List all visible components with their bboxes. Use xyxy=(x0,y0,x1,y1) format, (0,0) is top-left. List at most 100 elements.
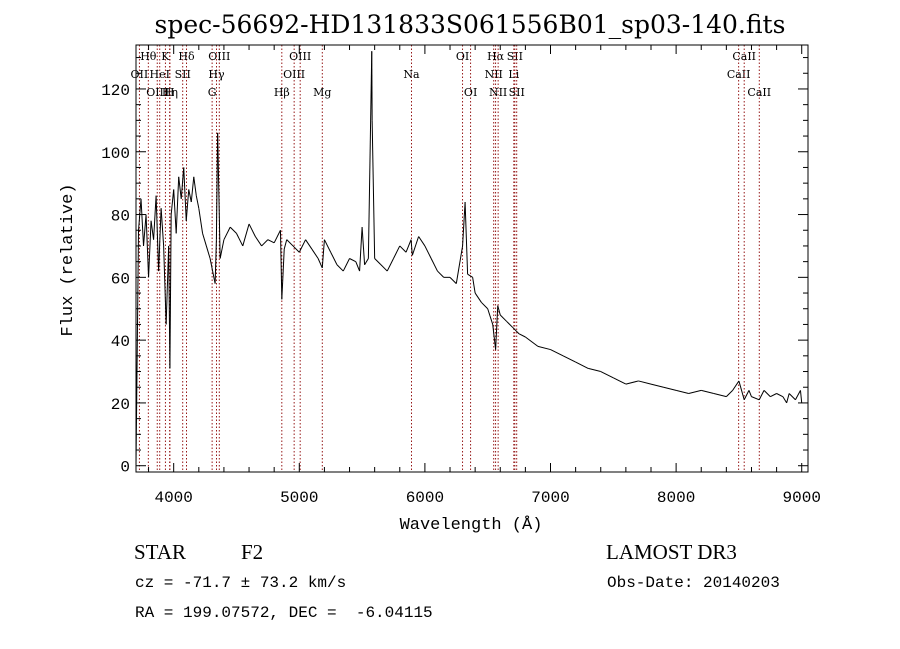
spectrum-segment xyxy=(758,390,765,401)
spectrum-segment xyxy=(474,292,482,303)
spectral-line-label: H xyxy=(165,86,175,99)
spectrum-segment xyxy=(140,198,145,246)
spectrum-segment xyxy=(393,245,401,259)
spectrum-segment xyxy=(254,236,263,247)
x-tick-label: 5000 xyxy=(280,489,318,507)
spectrum-segment xyxy=(763,390,771,398)
spectrum-segment xyxy=(688,389,702,394)
spectrum-segment xyxy=(175,176,180,234)
spectral-line-label: HeI xyxy=(150,68,170,81)
spectrum-segment xyxy=(311,248,319,259)
spectral-line-label: OIII xyxy=(208,50,230,63)
spectral-line-label: NII xyxy=(489,86,507,99)
spectrum-segment xyxy=(286,239,294,247)
spectrum-segment xyxy=(178,176,182,199)
spectrum-segment xyxy=(472,277,476,294)
spectral-lines: OIIHθOIIIHeIKHηHSIIHδGOIIIHγHβOIIIOIIIMg… xyxy=(131,45,771,472)
spectrum-segment xyxy=(449,276,457,284)
spectral-line-label: OIII xyxy=(289,50,311,63)
y-axis-label: Flux (relative) xyxy=(59,183,78,336)
spectrum-segment xyxy=(437,270,445,278)
spectrum-segment xyxy=(267,239,275,244)
spectrum-segment xyxy=(223,226,231,240)
spectrum-segment xyxy=(292,245,300,253)
y-tick-label: 60 xyxy=(111,270,130,288)
spectrum-segment xyxy=(499,314,507,322)
spectrum-segment xyxy=(424,245,432,259)
spectrum-segment xyxy=(464,201,469,275)
spectrum-segment xyxy=(183,167,187,221)
spectrum-segment xyxy=(371,120,376,259)
object-subclass: F2 xyxy=(241,540,264,564)
spectral-line-label: Hθ xyxy=(140,50,157,63)
chart-title: spec-56692-HD131833S061556B01_sp03-140.f… xyxy=(155,10,786,39)
spectrum-segment xyxy=(738,380,745,400)
spectrum-segment xyxy=(786,393,790,404)
spectral-line-label: G xyxy=(208,86,217,99)
spectrum-segment xyxy=(217,132,221,259)
spectrum-segment xyxy=(782,396,788,404)
spectrum-segment xyxy=(467,273,473,278)
spectrum-segment xyxy=(361,227,366,265)
spectrum-segment xyxy=(537,345,551,351)
spectrum-segment xyxy=(248,223,256,237)
y-tick-label: 100 xyxy=(101,145,130,163)
spectrum-segment xyxy=(481,302,489,310)
spectrum-segment xyxy=(732,380,740,391)
observation-date: Obs-Date: 20140203 xyxy=(607,574,780,592)
x-axis-label: Wavelength (Å) xyxy=(400,516,543,535)
x-tick-label: 8000 xyxy=(657,489,695,507)
spectrum-segment xyxy=(150,220,155,240)
spectrum-segment xyxy=(550,349,564,357)
spectrum-segment xyxy=(386,258,394,272)
spectral-line-label: OIII xyxy=(146,86,168,99)
spectrum-segment xyxy=(562,355,576,363)
redshift-text: cz = -71.7 ± 73.2 km/s xyxy=(135,574,347,592)
spectral-line-label: SII xyxy=(509,86,525,99)
spectrum-segment xyxy=(411,236,420,256)
spectrum-segment xyxy=(495,305,499,350)
spectral-line-label: Hγ xyxy=(208,68,225,81)
spectrum-segment xyxy=(193,176,197,196)
y-axis: 0 20 40 60 80 100 120 xyxy=(101,57,808,477)
spectrum-segment xyxy=(380,264,388,272)
spectrum-segment xyxy=(160,208,165,246)
x-tick-label: 9000 xyxy=(783,489,821,507)
spectrum-segment xyxy=(281,249,285,300)
spectrum-segment xyxy=(374,258,382,266)
spectrum-segment xyxy=(342,258,350,272)
x-axis: 4000 5000 6000 7000 8000 9000 xyxy=(148,45,821,507)
spectral-line-label: SII xyxy=(175,68,191,81)
spectral-line-label: OII xyxy=(131,68,149,81)
spectrum-segment xyxy=(169,214,172,369)
y-tick-label: 80 xyxy=(111,208,130,226)
survey-name: LAMOST DR3 xyxy=(606,540,737,564)
spectrum-segment xyxy=(330,251,338,266)
spectrum-segment xyxy=(215,132,219,240)
spectrum-segment xyxy=(165,245,170,325)
spectrum-segment xyxy=(788,393,796,401)
spectrum-segment xyxy=(190,176,195,203)
spectrum-segment xyxy=(202,233,207,247)
spectral-line-label: Li xyxy=(508,68,519,81)
spectrum-segment xyxy=(359,227,363,272)
spectrum-segment xyxy=(158,208,162,272)
spectrum-segment xyxy=(209,258,214,272)
spectrum-segment xyxy=(418,236,426,247)
spectrum-segment xyxy=(776,393,784,398)
spectrum-segment xyxy=(173,189,177,234)
spectrum-segment xyxy=(321,239,325,268)
spectrum-segment xyxy=(743,390,750,401)
spectral-line-label: Hδ xyxy=(178,50,195,63)
x-tick-label: 4000 xyxy=(154,489,192,507)
plot-frame xyxy=(135,44,809,473)
spectrum-segment xyxy=(663,386,677,391)
spectrum-segment xyxy=(613,377,627,385)
spectrum-segment xyxy=(242,223,250,247)
spectral-line-label: CaII xyxy=(732,50,756,63)
spectrum-segment xyxy=(497,305,501,316)
spectrum-segment xyxy=(726,390,733,398)
spectrum-segment xyxy=(625,380,639,385)
spectrum-segment xyxy=(236,233,244,247)
